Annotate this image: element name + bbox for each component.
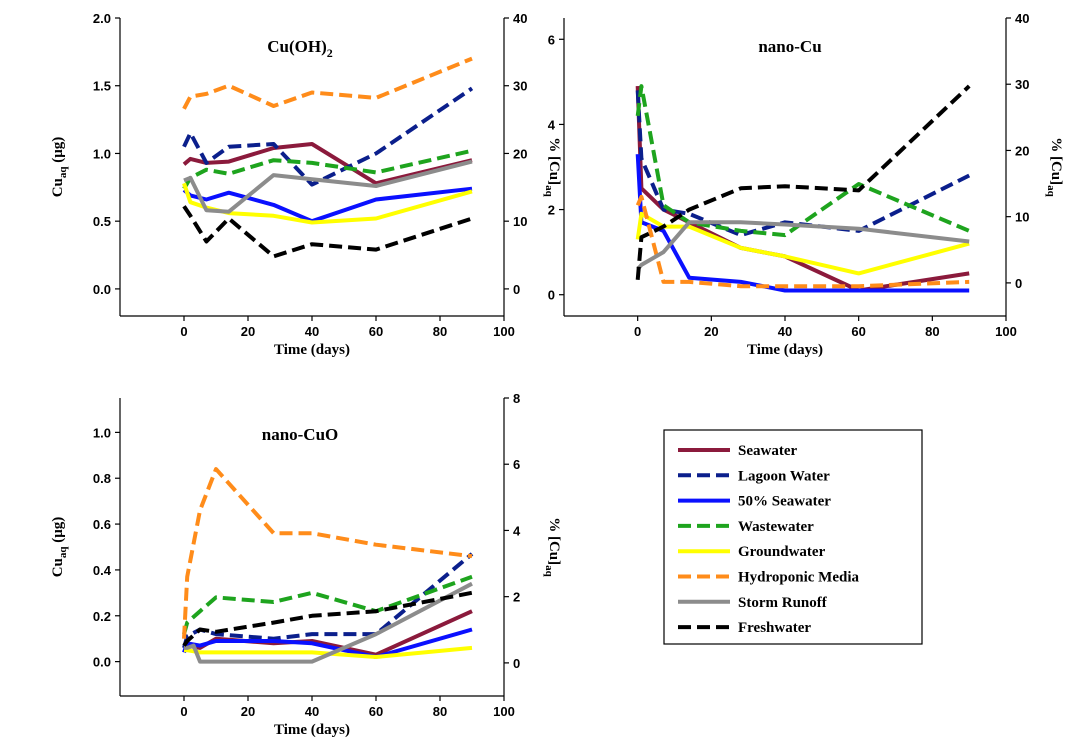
legend-label: Freshwater — [738, 620, 811, 636]
y2-tick-label: 30 — [513, 79, 527, 94]
x-tick-label: 0 — [180, 324, 187, 339]
panel-title: nano-CuO — [262, 425, 339, 444]
x-tick-label: 20 — [704, 324, 718, 339]
x-tick-label: 40 — [305, 704, 319, 719]
y2-tick-label: 10 — [513, 214, 527, 229]
legend-label: Storm Runoff — [738, 595, 828, 611]
series-line-freshwater — [635, 84, 971, 280]
x-tick-label: 80 — [433, 704, 447, 719]
y2-tick-label: 40 — [513, 11, 527, 26]
y2-tick-label: 0 — [513, 282, 520, 297]
y2-tick-label: 4 — [513, 523, 521, 538]
series-line-storm-runoff — [636, 220, 970, 271]
series-line-freshwater — [182, 205, 473, 259]
y-tick-label: 2 — [548, 203, 555, 218]
series-line-50-seawater — [182, 186, 473, 224]
y-axis-title: Cuaq (μg) — [50, 517, 69, 578]
y-tick-label: 0.0 — [93, 655, 111, 670]
series-line-50-seawater — [635, 154, 970, 293]
x-tick-label: 100 — [493, 704, 515, 719]
y2-tick-label: 0 — [1015, 276, 1022, 291]
y-tick-label: 0 — [548, 288, 555, 303]
series-line-storm-runoff — [183, 159, 473, 214]
y2-axis-title: % [Cu]aq — [543, 517, 562, 577]
y2-tick-label: 20 — [513, 146, 527, 161]
y-tick-label: 0.4 — [93, 563, 112, 578]
y-tick-label: 1.5 — [93, 79, 111, 94]
series-line-seawater — [182, 142, 473, 186]
series-line-hydroponic-media — [182, 56, 473, 110]
series-line-wastewater — [182, 148, 473, 190]
series-line-groundwater — [182, 182, 473, 225]
legend-label: Wastewater — [738, 519, 814, 535]
y-tick-label: 2.0 — [93, 11, 111, 26]
x-tick-label: 100 — [995, 324, 1017, 339]
series-line-lagoon-water — [182, 86, 474, 187]
y-tick-label: 0.8 — [93, 471, 111, 486]
series-line-hydroponic-media — [182, 467, 473, 639]
y-tick-label: 0.6 — [93, 517, 111, 532]
legend-label: Lagoon Water — [738, 468, 830, 484]
y2-tick-label: 20 — [1015, 143, 1029, 158]
x-tick-label: 0 — [180, 704, 187, 719]
y-tick-label: 4 — [548, 117, 556, 132]
y-tick-label: 0.5 — [93, 214, 111, 229]
series-line-freshwater — [182, 590, 473, 647]
y-tick-label: 0.2 — [93, 609, 111, 624]
series-line-hydroponic-media — [635, 194, 970, 289]
y2-axis-title: % [Cu]aq — [1045, 137, 1064, 197]
y2-tick-label: 2 — [513, 590, 520, 605]
series-line-groundwater — [184, 645, 473, 659]
x-tick-label: 40 — [305, 324, 319, 339]
x-tick-label: 60 — [369, 324, 383, 339]
series-line-wastewater — [182, 574, 473, 635]
y2-axis-title: % [Cu]aq — [543, 137, 562, 197]
x-tick-label: 80 — [925, 324, 939, 339]
legend-label: 50% Seawater — [738, 494, 831, 510]
y2-tick-label: 8 — [513, 391, 520, 406]
panel-title: Cu(OH)2 — [267, 37, 333, 60]
x-tick-label: 60 — [851, 324, 865, 339]
y2-tick-label: 40 — [1015, 11, 1029, 26]
y2-tick-label: 6 — [513, 457, 520, 472]
y-tick-label: 1.0 — [93, 425, 111, 440]
legend-label: Seawater — [738, 443, 797, 459]
x-axis-title: Time (days) — [274, 342, 350, 358]
y2-tick-label: 0 — [513, 656, 520, 671]
legend-label: Groundwater — [738, 544, 826, 560]
chart-panel-3: 0 20 40 60 80 100 0.0 0.2 0.4 0.6 0.8 1.0 0 2 4 6 8 Time … — [50, 391, 562, 738]
x-tick-label: 20 — [241, 324, 255, 339]
chart-panel-1: 0 20 40 60 80 1000.00.51.01.52.0010203040Time… — [50, 11, 562, 358]
series-line-lagoon-water — [182, 552, 474, 649]
series-line-wastewater — [635, 84, 970, 238]
x-tick-label: 40 — [778, 324, 792, 339]
y-tick-label: 6 — [548, 32, 555, 47]
x-tick-label: 0 — [634, 324, 641, 339]
series-line-storm-runoff — [184, 581, 473, 664]
y-tick-label: 0.0 — [93, 282, 111, 297]
x-tick-label: 20 — [241, 704, 255, 719]
panel-title: nano-Cu — [758, 37, 821, 56]
y-tick-label: 1.0 — [93, 146, 111, 161]
y-axis-title: Cuaq (μg) — [50, 137, 69, 198]
series-line-lagoon-water — [635, 90, 971, 238]
y2-tick-label: 10 — [1015, 210, 1029, 225]
legend: Seawater Lagoon Water 50% Seawater Wastewat… — [663, 429, 923, 645]
x-tick-label: 60 — [369, 704, 383, 719]
x-axis-title: Time (days) — [747, 342, 823, 358]
y2-tick-label: 30 — [1015, 77, 1029, 92]
x-axis-title: Time (days) — [274, 722, 350, 738]
legend-box — [663, 429, 923, 645]
x-tick-label: 80 — [433, 324, 447, 339]
x-tick-label: 100 — [493, 324, 515, 339]
legend-label: Hydroponic Media — [738, 570, 859, 586]
